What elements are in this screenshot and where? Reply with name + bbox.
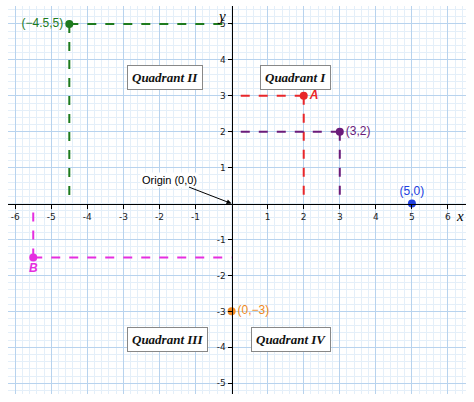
svg-text:-1: -1 — [217, 235, 226, 245]
svg-text:-4: -4 — [83, 212, 92, 222]
svg-text:5: 5 — [409, 212, 415, 222]
svg-text:3: 3 — [337, 212, 343, 222]
svg-text:1: 1 — [220, 163, 226, 173]
svg-text:Quadrant II: Quadrant II — [132, 70, 198, 85]
svg-text:(0,−3): (0,−3) — [238, 303, 270, 317]
svg-text:3: 3 — [220, 91, 226, 101]
svg-text:2: 2 — [301, 212, 307, 222]
svg-text:Quadrant III: Quadrant III — [132, 332, 203, 347]
svg-text:(−4.5,5): (−4.5,5) — [22, 16, 64, 30]
svg-text:5: 5 — [220, 19, 226, 29]
svg-text:Origin (0,0): Origin (0,0) — [142, 174, 197, 186]
svg-text:x: x — [456, 208, 464, 224]
svg-text:2: 2 — [220, 127, 226, 137]
svg-text:-1: -1 — [191, 212, 200, 222]
svg-text:-2: -2 — [217, 271, 226, 281]
svg-text:-6: -6 — [11, 212, 20, 222]
svg-text:-5: -5 — [217, 378, 226, 388]
svg-text:(5,0): (5,0) — [400, 184, 425, 198]
svg-text:1: 1 — [265, 212, 271, 222]
svg-text:-2: -2 — [155, 212, 164, 222]
svg-text:A: A — [309, 88, 319, 102]
svg-text:4: 4 — [220, 55, 226, 65]
svg-text:-5: -5 — [47, 212, 56, 222]
svg-text:-4: -4 — [217, 342, 226, 352]
svg-text:-3: -3 — [119, 212, 128, 222]
svg-text:Quadrant IV: Quadrant IV — [256, 332, 326, 347]
svg-text:y: y — [217, 8, 226, 24]
svg-text:B: B — [29, 261, 38, 275]
svg-text:-3: -3 — [217, 307, 226, 317]
svg-text:6: 6 — [445, 212, 451, 222]
svg-text:4: 4 — [373, 212, 379, 222]
svg-text:(3,2): (3,2) — [346, 124, 371, 138]
svg-text:Quadrant I: Quadrant I — [265, 70, 326, 85]
